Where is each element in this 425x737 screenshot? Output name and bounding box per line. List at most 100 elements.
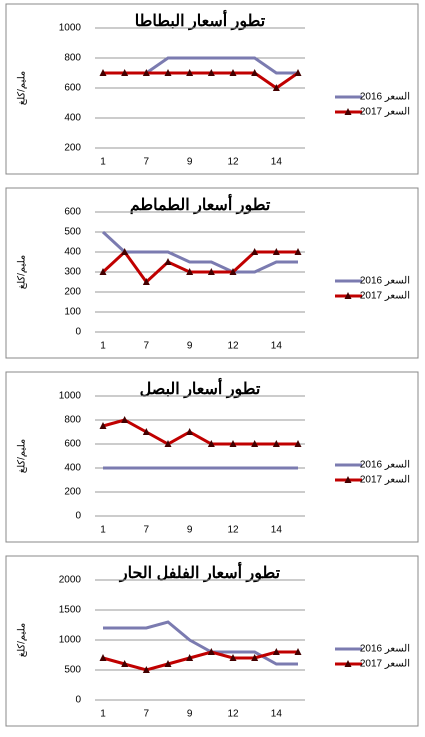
x-tick-label: 1 [100, 525, 106, 536]
y-tick-label: 800 [64, 53, 81, 64]
y-tick-label: 200 [64, 143, 81, 154]
legend-marker [344, 292, 352, 299]
y-tick-label: 400 [64, 463, 81, 474]
point-marker [142, 69, 150, 76]
y-tick-label: 600 [64, 207, 81, 218]
point-marker [186, 69, 194, 76]
x-tick-label: 9 [187, 157, 193, 168]
legend-marker [344, 108, 352, 115]
point-marker [272, 648, 280, 655]
y-tick-label: 400 [64, 247, 81, 258]
point-marker [272, 84, 280, 91]
x-tick-label: 9 [187, 709, 193, 720]
series-line [102, 418, 298, 446]
legend-label: السعر 2017 [360, 107, 410, 118]
x-tick-label: 12 [227, 157, 239, 168]
y-tick-label: 0 [75, 327, 81, 338]
point-marker [121, 660, 129, 667]
legend-label: السعر 2017 [360, 291, 410, 302]
point-marker [294, 248, 302, 255]
point-marker [229, 268, 237, 275]
y-tick-label: 400 [64, 113, 81, 124]
point-marker [186, 428, 194, 435]
point-marker [294, 69, 302, 76]
legend-label: السعر 2016 [360, 460, 410, 471]
y-tick-label: 800 [64, 415, 81, 426]
point-marker [229, 654, 237, 661]
y-tick-label: 100 [64, 307, 81, 318]
chart-title: تطور أسعار الطماطم [130, 193, 271, 215]
point-marker [142, 666, 150, 673]
y-tick-label: 1000 [59, 635, 82, 646]
point-marker [99, 654, 107, 661]
chart-frame [5, 3, 419, 175]
point-marker [207, 440, 215, 447]
point-marker [121, 416, 129, 423]
y-tick-label: 600 [64, 83, 81, 94]
x-tick-label: 9 [187, 525, 193, 536]
point-marker [186, 654, 194, 661]
point-marker [207, 648, 215, 655]
x-tick-label: 1 [100, 157, 106, 168]
chart-title: تطور أسعار البطاطا [135, 9, 266, 31]
x-tick-label: 1 [100, 709, 106, 720]
point-marker [164, 258, 172, 265]
point-marker [99, 422, 107, 429]
y-tick-label: 300 [64, 267, 81, 278]
point-marker [207, 268, 215, 275]
point-marker [251, 654, 259, 661]
point-marker [251, 69, 259, 76]
point-marker [164, 69, 172, 76]
point-marker [294, 440, 302, 447]
point-marker [121, 69, 129, 76]
series-line [102, 650, 298, 672]
point-marker [121, 248, 129, 255]
y-axis-label: مليم/كلغ [17, 255, 28, 290]
y-tick-label: 1000 [59, 391, 82, 402]
x-tick-label: 12 [227, 525, 239, 536]
y-tick-label: 200 [64, 287, 81, 298]
y-tick-label: 200 [64, 487, 81, 498]
chart-frame [5, 555, 419, 727]
legend-label: السعر 2016 [360, 276, 410, 287]
point-marker [272, 248, 280, 255]
y-axis-label: مليم/كلغ [17, 439, 28, 474]
x-tick-label: 7 [144, 709, 150, 720]
point-marker [294, 648, 302, 655]
legend-marker [344, 660, 352, 667]
series-line [101, 249, 298, 285]
x-tick-label: 1 [100, 341, 106, 352]
x-tick-label: 12 [227, 709, 239, 720]
x-tick-label: 7 [144, 525, 150, 536]
y-tick-label: 500 [64, 665, 81, 676]
series-line [103, 71, 299, 90]
y-tick-label: 0 [75, 511, 81, 522]
x-tick-label: 14 [271, 341, 283, 352]
point-marker [229, 440, 237, 447]
series-line [103, 620, 298, 666]
point-marker [142, 428, 150, 435]
x-tick-label: 9 [187, 341, 193, 352]
legend-label: السعر 2017 [360, 475, 410, 486]
x-tick-label: 7 [144, 341, 150, 352]
chart-title: تطور أسعار الفلفل الحار [119, 561, 281, 583]
y-axis-label: مليم/كلغ [17, 623, 28, 658]
legend-label: السعر 2017 [360, 659, 410, 670]
point-marker [186, 268, 194, 275]
point-marker [229, 69, 237, 76]
y-tick-label: 0 [75, 695, 81, 706]
legend-marker [344, 476, 352, 483]
y-tick-label: 600 [64, 439, 81, 450]
y-tick-label: 1500 [59, 605, 82, 616]
x-tick-label: 12 [227, 341, 239, 352]
chart-title: تطور أسعار البصل [140, 377, 261, 399]
legend-label: السعر 2016 [360, 644, 410, 655]
point-marker [164, 440, 172, 447]
chart-frame [5, 371, 419, 543]
y-tick-label: 1000 [59, 23, 82, 34]
y-tick-label: 500 [64, 227, 81, 238]
point-marker [272, 440, 280, 447]
x-tick-label: 7 [144, 157, 150, 168]
y-axis-label: مليم/كلغ [17, 71, 28, 106]
